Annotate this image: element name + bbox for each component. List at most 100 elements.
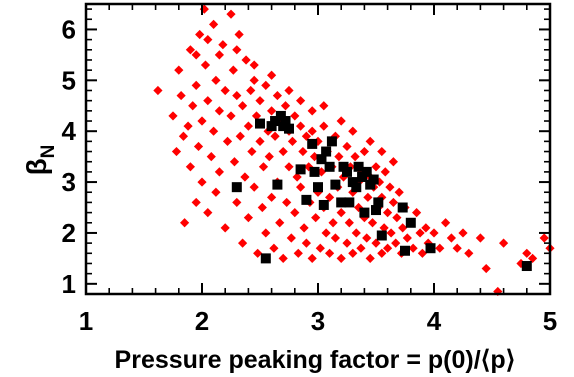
red-diamond-point [226,9,236,19]
red-diamond-point [348,187,358,197]
red-diamond-point [330,131,340,141]
red-diamond-point [240,172,250,182]
black-square-point [400,245,410,256]
red-diamond-point [218,40,228,50]
red-diamond-point [342,141,352,152]
red-diamond-point [452,243,462,253]
red-diamond-point [307,106,317,116]
red-diamond-point [334,152,344,162]
red-diamond-point [319,101,329,111]
plot-frame [84,2,552,296]
black-square-point [278,121,289,132]
red-diamond-point [342,238,352,248]
red-diamond-point [206,152,216,162]
red-diamond-point [238,238,248,248]
red-diamond-point [197,177,207,187]
red-diamond-point [325,192,335,202]
red-diamond-point [246,85,256,96]
red-diamond-point [228,65,238,75]
red-diamond-point [475,233,485,243]
red-diamond-point [365,136,375,146]
red-diamond-point [188,101,198,111]
black-square-point [326,136,337,147]
red-diamond-point [351,228,361,238]
red-diamond-point [222,136,233,146]
red-diamond-point [226,111,236,121]
red-diamond-point [178,131,189,141]
red-diamond-point [168,111,178,121]
red-diamond-point [394,187,404,197]
red-diamond-point [270,131,280,141]
red-diamond-point [176,90,186,101]
red-diamond-point [293,248,303,258]
red-diamond-point [195,29,205,40]
x-tick-label: 4 [427,306,442,336]
red-diamond-point [232,197,242,208]
red-diamond-point [325,248,335,258]
red-diamond-point [249,75,259,85]
black-square-point [521,261,532,272]
red-diamond-point [282,197,292,208]
red-diamond-point [412,207,422,218]
x-axis-label: Pressure peaking factor = p(0)/⟨p⟩ [115,346,516,374]
x-tick-label: 3 [311,306,325,336]
red-diamond-point [153,85,163,96]
red-diamond-point [301,238,311,248]
red-diamond-point [232,90,242,101]
red-diamond-point [441,218,451,228]
y-axis-label-symbol: β [21,158,52,175]
x-tick-label: 5 [543,306,557,336]
red-diamond-point [269,243,279,253]
red-diamond-point [328,218,338,228]
red-diamond-point [247,146,257,157]
black-square-point [255,118,265,129]
red-diamond-point [429,228,439,238]
black-square-point [344,197,355,208]
tick-labels: 1 2 3 4 5 1 2 3 4 5 6 [62,14,558,336]
red-diamond-point [298,146,308,157]
red-diamond-point [383,207,393,218]
red-diamond-point [280,101,291,111]
red-diamond-point [191,80,201,91]
red-diamond-point [243,213,253,223]
red-diamond-point [296,96,306,106]
red-diamond-point [402,233,412,243]
red-diamond-point [238,101,248,111]
red-diamond-point [330,233,340,243]
y-tick-label: 1 [62,269,76,299]
red-diamond-point [257,202,267,213]
x-tick-label: 2 [195,306,209,336]
y-tick-label: 2 [62,218,76,248]
black-square-point [275,110,286,121]
red-diamond-point [249,182,259,192]
red-diamond-point [267,70,277,80]
red-diamond-point [209,126,219,136]
red-diamond-point [377,248,387,258]
red-diamond-point [321,228,331,238]
y-axis-label-subscript: N [38,145,59,159]
red-diamond-point [180,218,190,228]
black-square-point [295,164,306,175]
red-diamond-point [539,233,549,243]
red-diamond-point [316,167,327,177]
red-diamond-point [435,243,445,253]
black-square-point [270,116,281,127]
black-square-point [373,197,384,208]
black-square-point [309,166,320,177]
red-diamond-point [296,182,306,192]
red-diamond-point [284,85,294,96]
red-diamond-point [458,228,468,238]
black-square-point [342,166,352,177]
red-diamond-point [365,253,375,263]
black-square-point [357,171,368,182]
red-diamond-point [348,248,358,258]
black-square-point [371,205,381,216]
red-diamond-point [421,223,431,233]
red-diamond-point [249,60,259,70]
red-diamond-point [311,213,321,223]
red-diamond-point [183,121,193,131]
red-diamond-point [290,111,300,121]
red-diamond-point [272,90,282,101]
red-diamond-point [241,55,251,65]
red-diamond-point [255,136,265,146]
